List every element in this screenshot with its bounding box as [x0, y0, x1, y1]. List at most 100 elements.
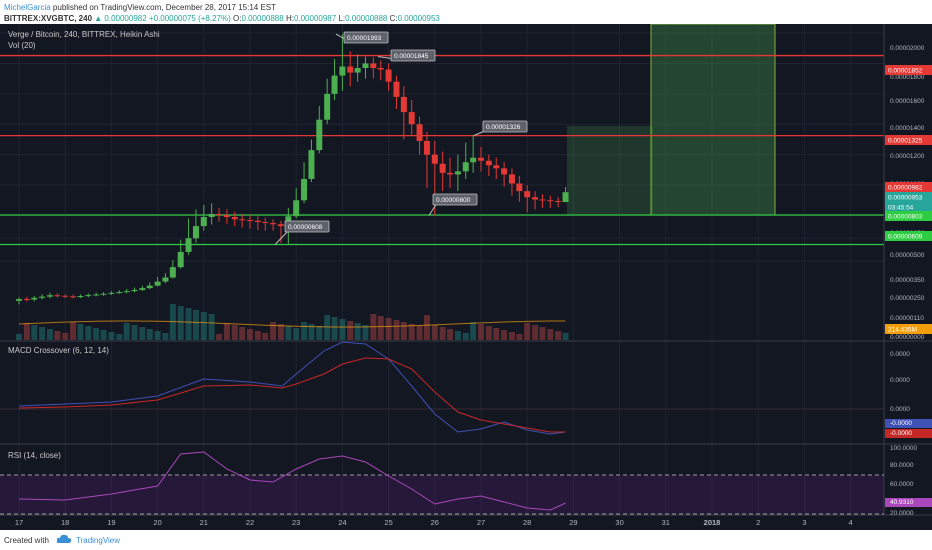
volume-bar — [70, 322, 77, 340]
candle-body — [254, 220, 261, 222]
candle-body — [362, 63, 369, 69]
volume-bar — [116, 334, 123, 340]
candle-body — [192, 226, 199, 239]
symbol-line: BITTREX:XVGBTC, 240 ▲ 0.00000982 +0.0000… — [4, 14, 440, 23]
tradingview-brand-link[interactable]: TradingView — [76, 536, 121, 545]
candle-body — [200, 216, 207, 227]
callout-pointer — [274, 229, 290, 245]
author-link[interactable]: MichelGarcia — [4, 3, 51, 12]
volume-bar — [85, 326, 92, 340]
candle-body — [516, 183, 523, 192]
y-tick-label: 0.00001400 — [890, 125, 925, 132]
y-tick-label: 0.00000250 — [890, 295, 925, 302]
x-tick-label: 23 — [292, 518, 300, 527]
chart-background — [0, 24, 932, 530]
price-tag-box — [885, 211, 932, 221]
price-tag-text: 0.00000609 — [888, 234, 923, 241]
candle-body — [169, 267, 176, 278]
macd-tag-box — [885, 419, 932, 428]
candle-body — [39, 296, 46, 298]
volume-bar — [192, 310, 199, 340]
candle-body — [377, 68, 384, 70]
candle-body — [331, 75, 338, 94]
price-tag-text: 0.00000803 — [888, 214, 923, 221]
open-label: O: — [232, 14, 242, 23]
candle-body — [131, 289, 138, 292]
callout-box — [432, 193, 478, 206]
candle-body — [247, 220, 253, 222]
candle-body — [470, 157, 477, 163]
candle-body — [478, 157, 484, 161]
candle-body — [347, 66, 354, 73]
x-tick-label: 31 — [662, 518, 670, 527]
candle-body — [385, 69, 392, 82]
price-tag-box — [885, 324, 932, 334]
volume-bar — [316, 326, 323, 340]
candle-body — [501, 168, 508, 175]
candle-body — [354, 68, 361, 73]
volume-bar — [154, 331, 161, 340]
candle-body — [408, 112, 415, 125]
y-tick-label: 0.00002000 — [890, 45, 925, 52]
callout-text: 0.00001993 — [347, 35, 382, 42]
y-tick-label: 0.00000350 — [890, 277, 925, 284]
volume-bar — [547, 329, 554, 340]
candle-body — [70, 296, 77, 298]
candle-body — [100, 293, 107, 295]
publish-info: published on TradingView.com, December 2… — [52, 3, 277, 12]
position-box-large[interactable] — [650, 23, 776, 216]
volume-bar — [200, 312, 207, 340]
volume-bar — [439, 327, 446, 340]
chart-area[interactable]: 0.00001993 0.00001845 0.00001326 0.00000800… — [0, 23, 932, 530]
rsi-tick-label: 40.9310 — [890, 499, 914, 506]
macd-tick-label: 0.0000 — [890, 406, 910, 413]
volume-bar — [146, 329, 153, 340]
position-box-small[interactable] — [567, 126, 653, 215]
chart-svg[interactable]: 0.00001993 0.00001845 0.00001326 0.00000800… — [0, 23, 932, 530]
x-tick-label: 3 — [802, 518, 806, 527]
candle-body — [562, 192, 569, 203]
volume-bar — [262, 333, 269, 340]
y-tick-label: 0.00000000 — [890, 334, 925, 341]
volume-bar — [508, 332, 515, 340]
candle-body — [62, 295, 69, 297]
low-value: 0.00000888 — [345, 14, 388, 23]
x-tick-label: 18 — [61, 518, 69, 527]
volume-label: Vol (20) — [8, 41, 36, 50]
volume-bar — [377, 316, 384, 340]
candle-body — [223, 215, 230, 217]
volume-bar — [77, 324, 84, 340]
volume-bar — [270, 322, 277, 340]
candle-body — [339, 66, 346, 76]
x-tick-label: 21 — [200, 518, 208, 527]
candle-body — [154, 281, 161, 286]
volume-bar — [324, 315, 331, 340]
candle-body — [277, 224, 284, 227]
candle-body — [508, 174, 515, 184]
volume-bar — [216, 334, 223, 340]
created-with-label: Created with — [4, 536, 49, 545]
y-tick-label: 0.00001200 — [890, 153, 925, 160]
volume-bar — [285, 326, 292, 340]
volume-bar — [131, 325, 138, 340]
candle-body — [216, 213, 223, 216]
volume-bar — [247, 329, 253, 340]
callout-box — [343, 31, 389, 44]
y-tick-label: 0.00000500 — [890, 252, 925, 259]
volume-bar — [185, 308, 192, 340]
volume-bar — [54, 331, 61, 340]
macd-tick-label: 0.0000 — [890, 351, 910, 358]
x-tick-label: 27 — [477, 518, 485, 527]
price-tag-text: 0.00001325 — [888, 138, 923, 145]
candle-body — [555, 201, 562, 203]
candle-body — [400, 96, 407, 113]
volume-bar — [408, 324, 415, 340]
volume-bar — [139, 327, 146, 340]
candle-body — [139, 288, 146, 290]
symbol-label[interactable]: BITTREX:XVGBTC, 240 — [4, 14, 93, 23]
volume-bar — [23, 323, 30, 340]
volume-bar — [485, 326, 492, 340]
volume-bar — [524, 323, 531, 340]
macd-signal-line — [18, 357, 566, 433]
volume-bar — [447, 329, 454, 340]
